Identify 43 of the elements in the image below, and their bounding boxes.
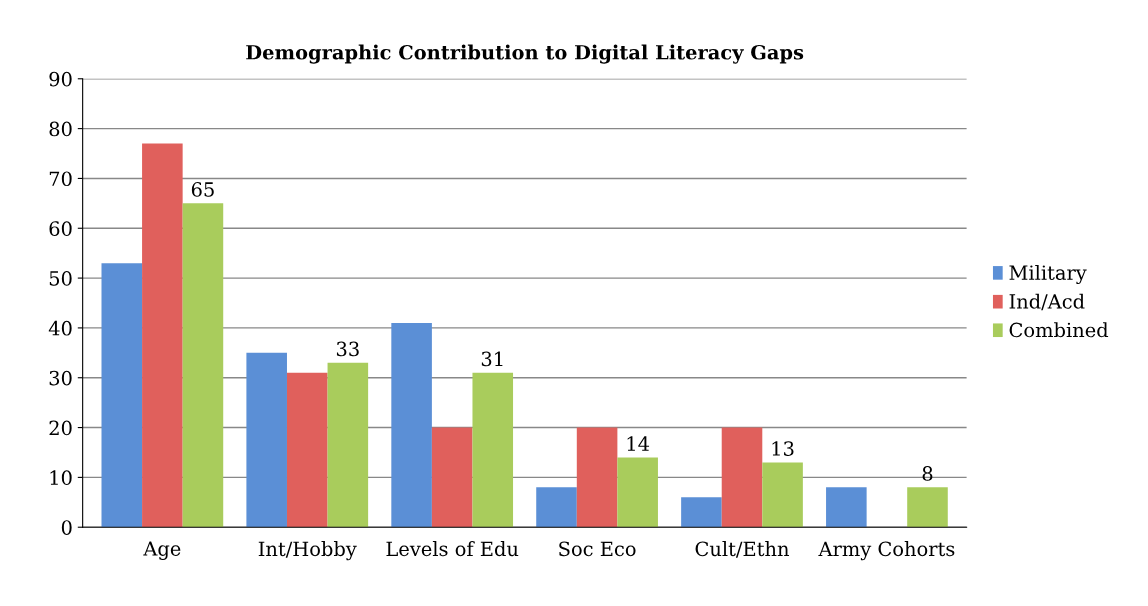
bar	[826, 487, 867, 528]
data-label: 14	[627, 436, 650, 451]
legend-label: Military	[1009, 264, 1087, 285]
bar	[327, 362, 369, 528]
bar	[286, 372, 328, 528]
bar	[142, 143, 183, 528]
bar	[721, 427, 763, 528]
bar	[576, 427, 618, 528]
bar	[182, 203, 224, 528]
y-tick-label: 80	[49, 121, 72, 137]
data-label: 33	[336, 341, 359, 357]
bar	[536, 487, 577, 528]
legend-label: Combined	[1009, 322, 1109, 338]
y-tick-label: 60	[49, 221, 72, 236]
y-tick-label: 50	[49, 271, 72, 286]
bar	[762, 462, 803, 528]
bar	[907, 487, 948, 528]
data-label: 13	[772, 441, 794, 456]
x-tick-label: Levels of Edu	[386, 541, 519, 557]
bar	[391, 322, 432, 528]
bar	[472, 372, 514, 528]
bar	[101, 263, 143, 528]
x-tick-label: Age	[143, 541, 181, 560]
y-tick-label: 30	[49, 370, 72, 386]
bar	[681, 497, 722, 528]
x-tick-label: Int/Hobby	[258, 541, 357, 561]
y-tick-label: 20	[49, 420, 72, 436]
bar	[617, 457, 658, 528]
x-tick-label: Cult/Ethn	[695, 541, 789, 558]
data-label: 8	[922, 466, 933, 481]
y-tick-label: 0	[61, 520, 72, 535]
y-tick-label: 10	[50, 470, 72, 486]
bar	[431, 427, 473, 528]
y-tick-label: 90	[49, 71, 72, 87]
data-label: 65	[191, 182, 214, 197]
bar	[246, 352, 287, 528]
chart-title: Demographic Contribution to Digital Literacy Gaps	[246, 44, 804, 64]
y-tick-label: 70	[49, 171, 72, 187]
x-tick-label: Army Cohorts	[818, 541, 955, 561]
x-tick-label: Soc Eco	[559, 541, 636, 557]
legend-label: Ind/Acd	[1009, 293, 1085, 311]
y-tick-label: 40	[48, 320, 72, 336]
data-label: 31	[481, 351, 503, 367]
